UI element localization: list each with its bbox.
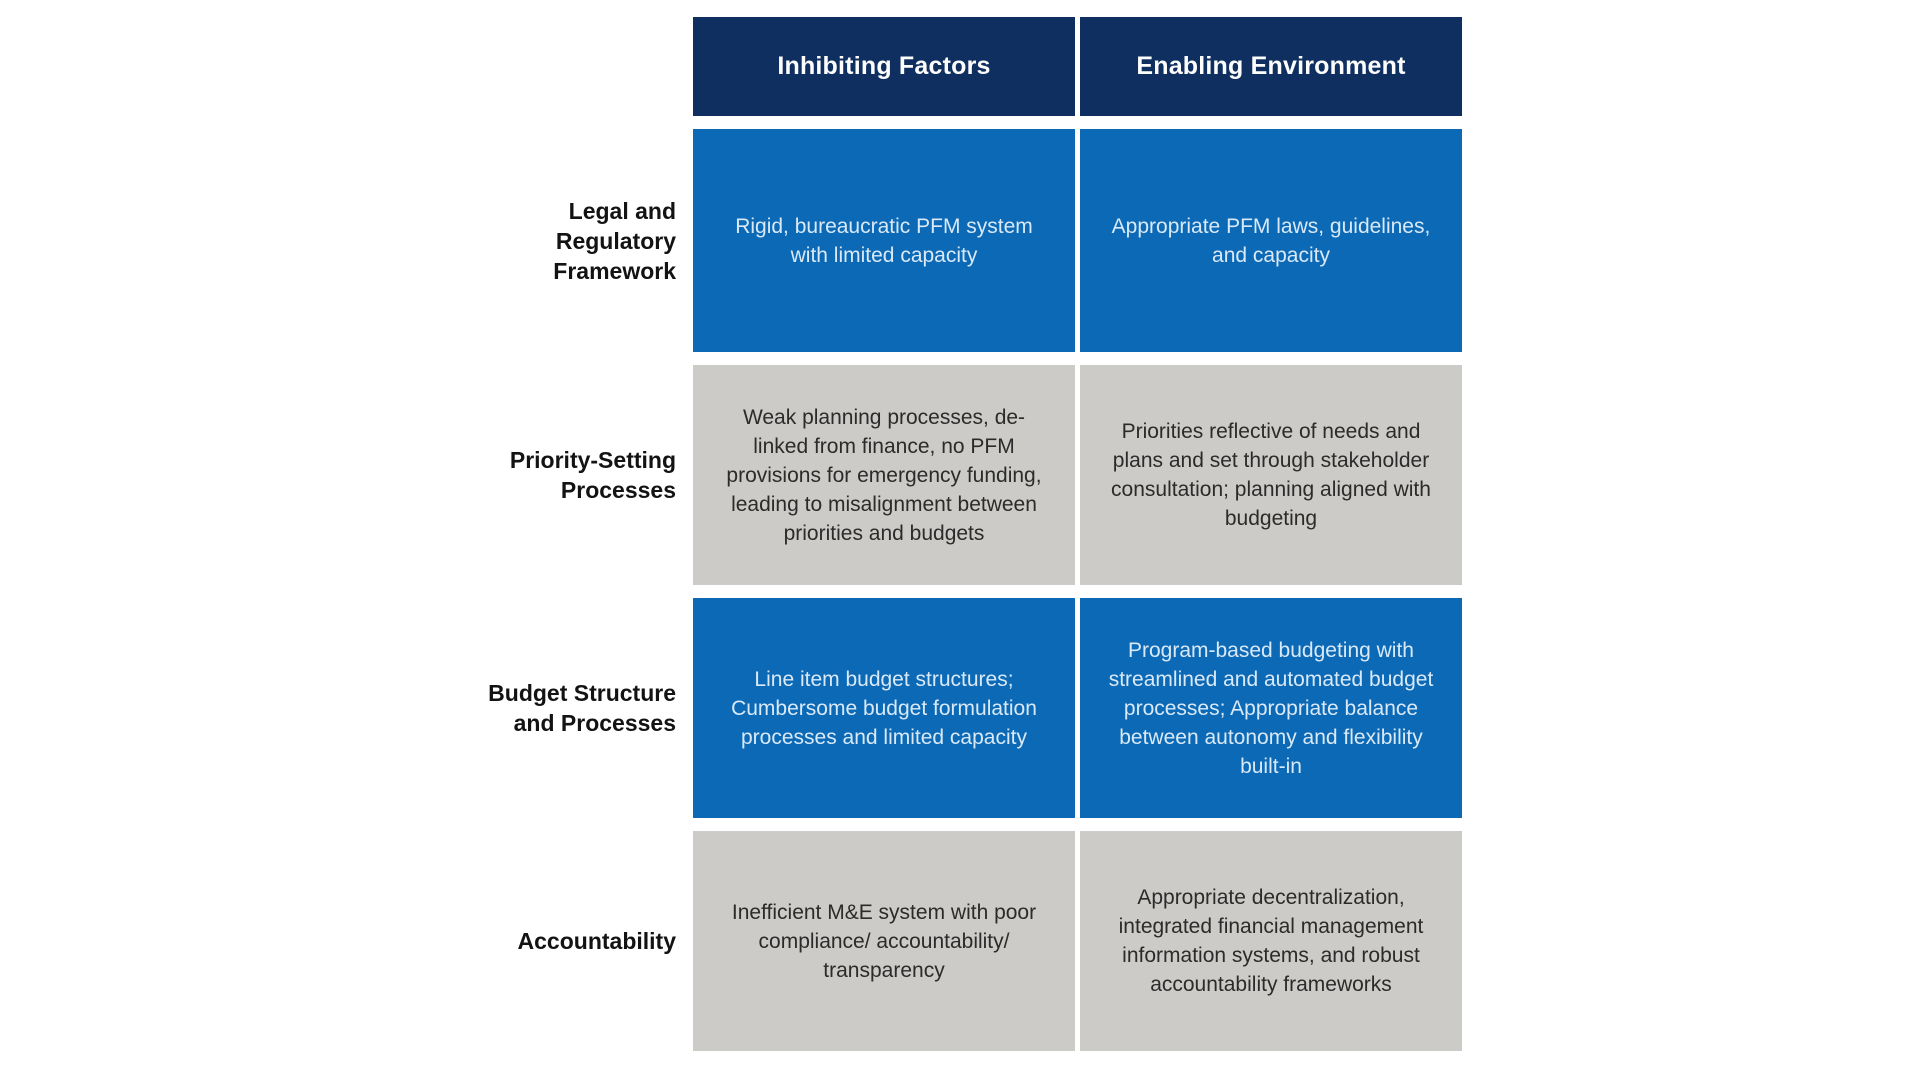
cell-legal-inhibiting: Rigid, bureaucratic PFM system with limi… <box>693 129 1075 352</box>
column-header-label: Enabling Environment <box>1136 52 1406 80</box>
row-label-accountability: Accountability <box>463 831 688 1051</box>
cell-legal-enabling: Appropriate PFM laws, guidelines, and ca… <box>1080 129 1462 352</box>
row-label-budget-structure-processes: Budget Structure and Processes <box>463 598 688 818</box>
cell-accountability-inhibiting: Inefficient M&E system with poor complia… <box>693 831 1075 1051</box>
cell-budget-enabling: Program-based budgeting with streamlined… <box>1080 598 1462 818</box>
column-header-inhibiting-factors: Inhibiting Factors <box>693 17 1075 116</box>
row-label-legal-regulatory-framework: Legal and Regulatory Framework <box>463 129 688 352</box>
comparison-table: Inhibiting Factors Enabling Environment … <box>463 17 1462 1051</box>
cell-accountability-enabling: Appropriate decentralization, integrated… <box>1080 831 1462 1051</box>
cell-budget-inhibiting: Line item budget structures; Cumbersome … <box>693 598 1075 818</box>
cell-priority-inhibiting: Weak planning processes, de-linked from … <box>693 365 1075 585</box>
column-header-label: Inhibiting Factors <box>777 52 991 80</box>
column-header-enabling-environment: Enabling Environment <box>1080 17 1462 116</box>
row-label-priority-setting-processes: Priority-Setting Processes <box>463 365 688 585</box>
cell-priority-enabling: Priorities reflective of needs and plans… <box>1080 365 1462 585</box>
header-spacer <box>463 17 688 116</box>
